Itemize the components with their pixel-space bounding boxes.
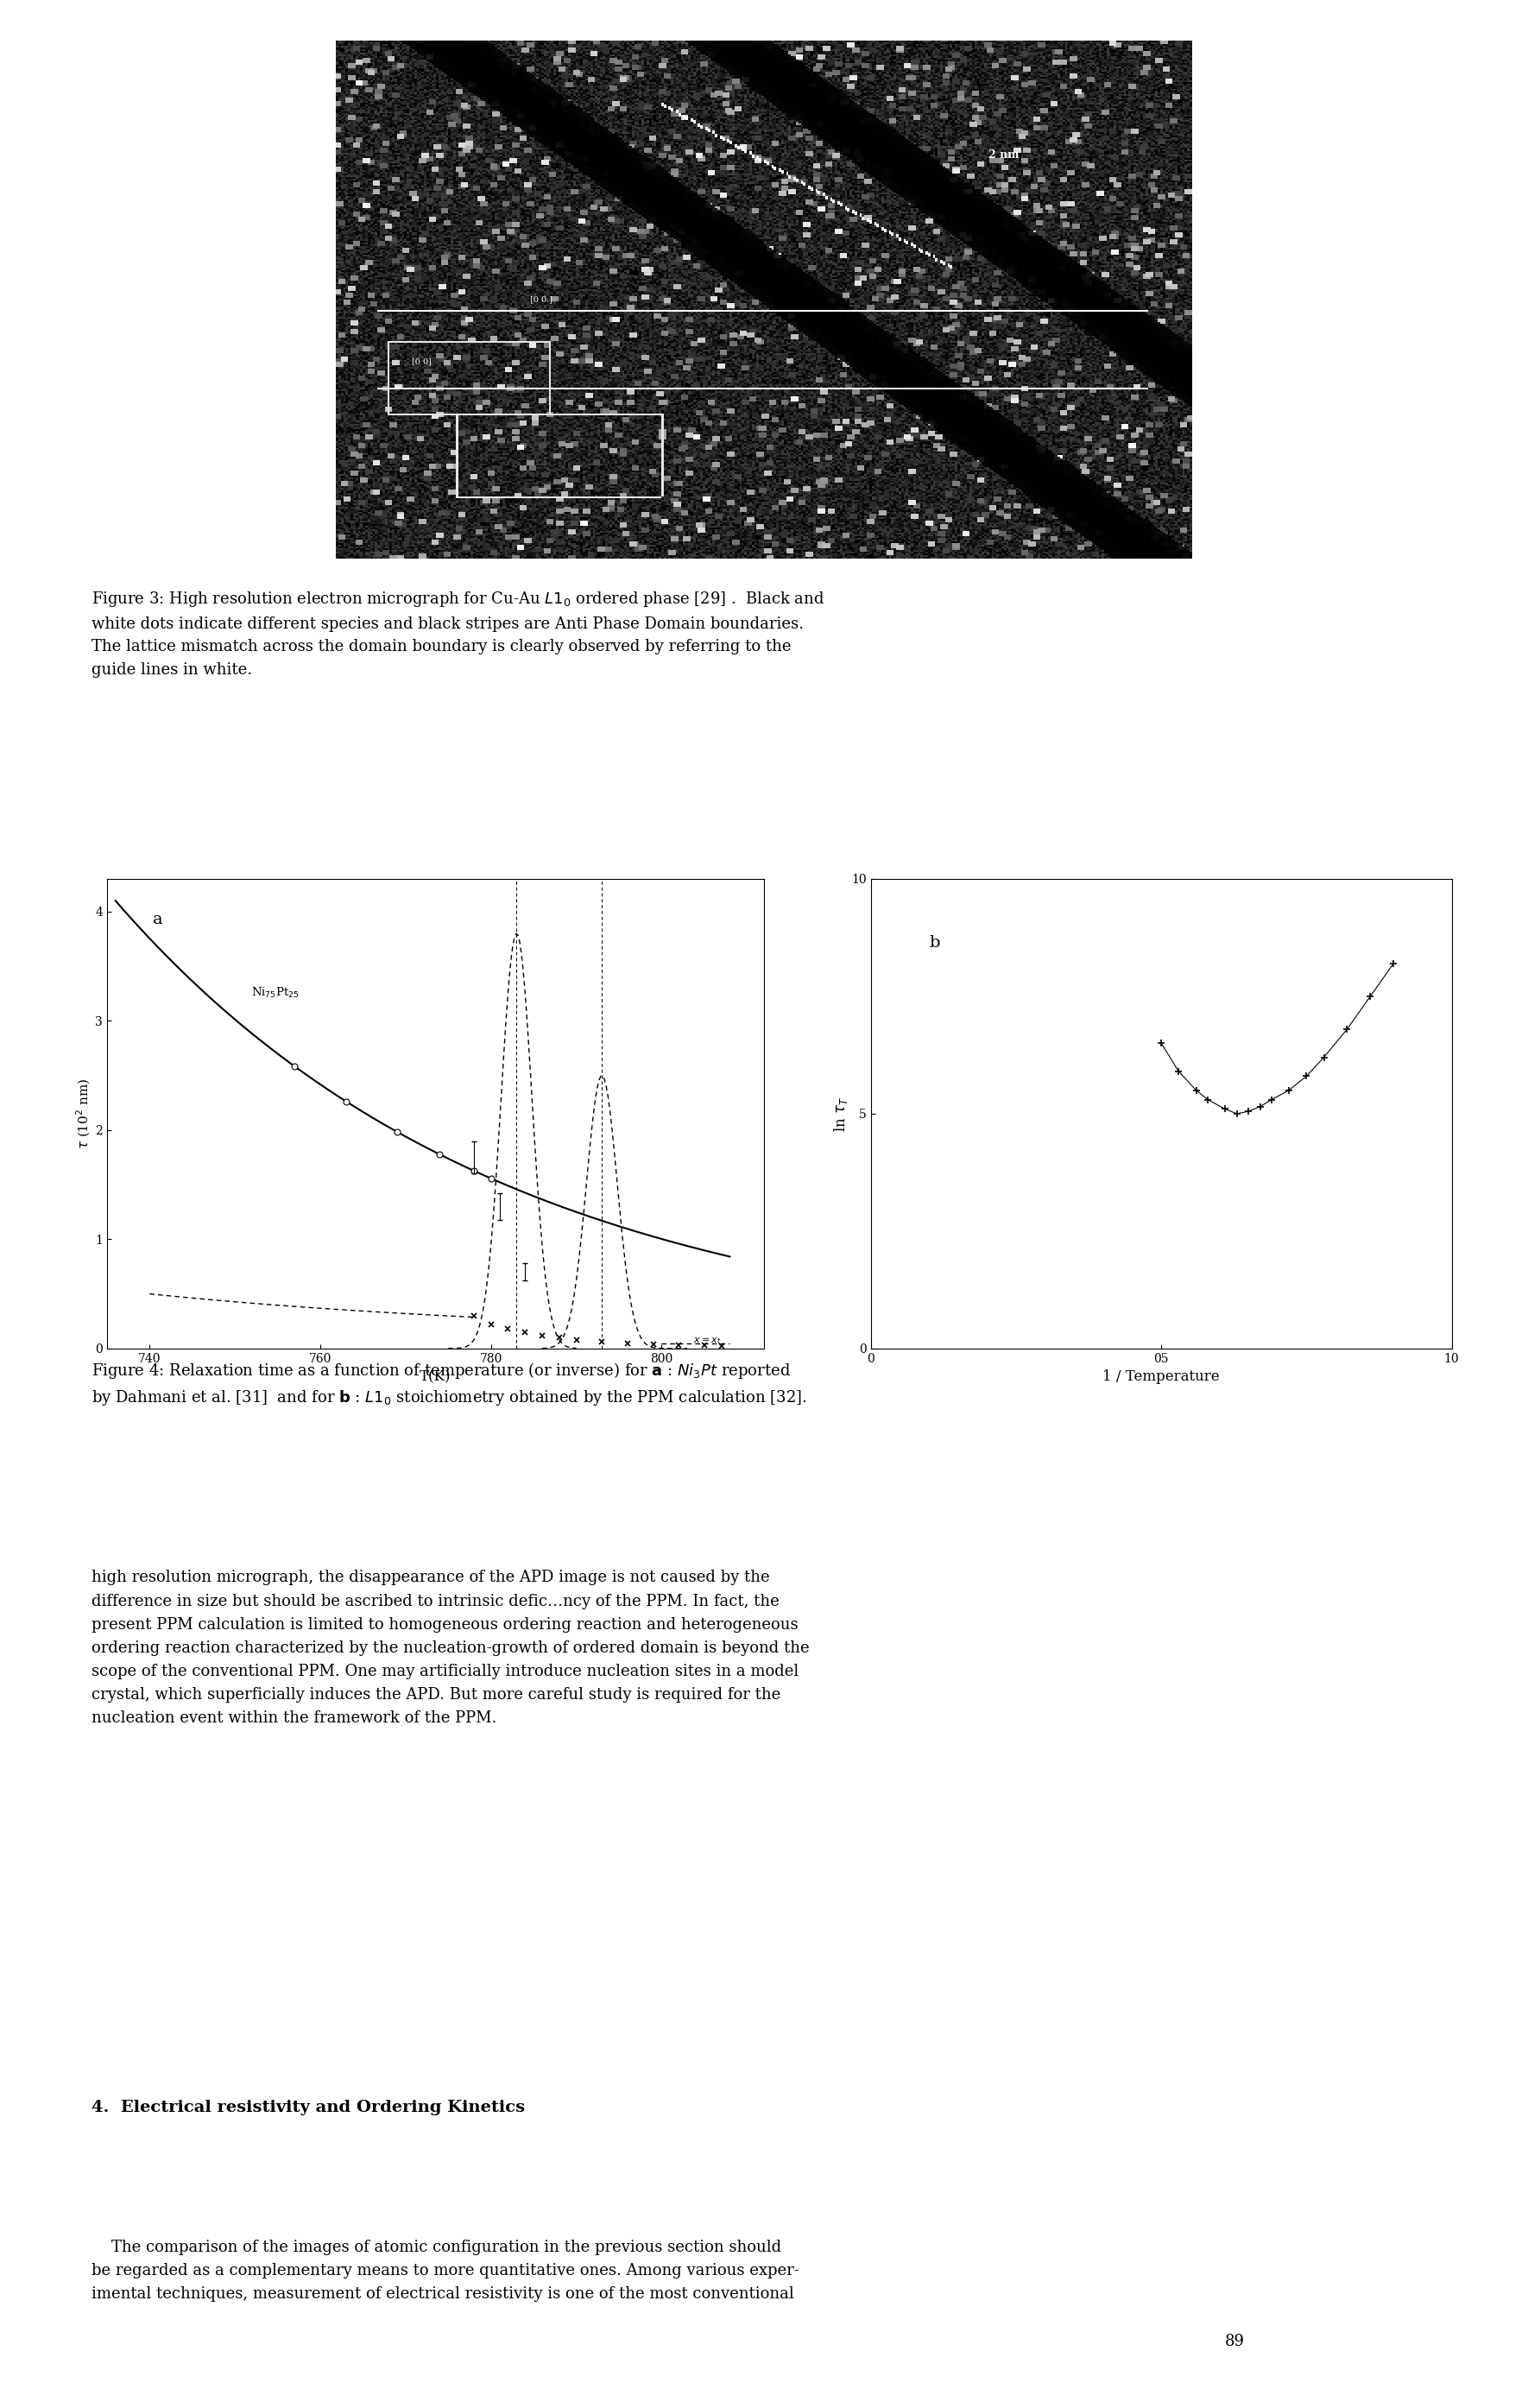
Text: $x=x_t$: $x=x_t$ — [694, 1336, 721, 1346]
Text: Figure 3: High resolution electron micrograph for Cu-Au $L1_0$ ordered phase [29: Figure 3: High resolution electron micro… — [92, 590, 825, 677]
Text: 2 nm: 2 nm — [989, 149, 1019, 161]
Text: Figure 4: Relaxation time as a function of temperature (or inverse) for $\mathbf: Figure 4: Relaxation time as a function … — [92, 1361, 807, 1409]
Text: [0 0.]: [0 0.] — [530, 296, 553, 303]
Text: [0 0]: [0 0] — [413, 359, 431, 366]
X-axis label: 1 / Temperature: 1 / Temperature — [1103, 1370, 1219, 1385]
Text: The comparison of the images of atomic configuration in the previous section sho: The comparison of the images of atomic c… — [92, 2239, 799, 2302]
Text: b: b — [929, 934, 940, 951]
X-axis label: T(K): T(K) — [420, 1370, 451, 1385]
Text: 89: 89 — [1225, 2333, 1244, 2350]
Text: 4.  Electrical resistivity and Ordering Kinetics: 4. Electrical resistivity and Ordering K… — [92, 2100, 526, 2114]
Y-axis label: $\tau$ (10$^2$ nm): $\tau$ (10$^2$ nm) — [75, 1079, 93, 1149]
Text: Ni$_{75}$Pt$_{25}$: Ni$_{75}$Pt$_{25}$ — [252, 985, 299, 999]
Text: a: a — [153, 913, 163, 927]
Y-axis label: ln $\tau_T$: ln $\tau_T$ — [831, 1096, 850, 1132]
Text: high resolution micrograph, the disappearance of the APD image is not caused by : high resolution micrograph, the disappea… — [92, 1570, 810, 1727]
